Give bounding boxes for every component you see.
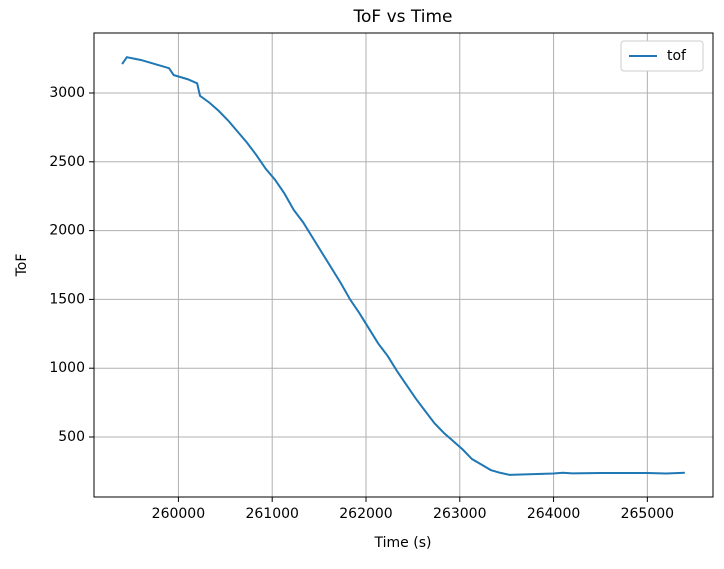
plot-frame bbox=[93, 32, 714, 498]
y-tick-label: 500 bbox=[58, 429, 85, 445]
y-tick-label: 2000 bbox=[49, 223, 85, 239]
y-tick-label: 3000 bbox=[49, 85, 85, 101]
y-tick-label: 2500 bbox=[49, 154, 85, 170]
x-tick-label: 265000 bbox=[621, 506, 674, 522]
y-tick-label: 1000 bbox=[49, 360, 85, 376]
legend-label: tof bbox=[667, 48, 687, 64]
y-axis-label: ToF bbox=[14, 254, 30, 278]
chart-title: ToF vs Time bbox=[352, 7, 452, 27]
x-axis-label: Time (s) bbox=[374, 535, 432, 551]
x-tick-label: 264000 bbox=[527, 506, 580, 522]
x-tick-label: 261000 bbox=[245, 506, 298, 522]
legend-box bbox=[620, 40, 704, 72]
x-tick-label: 263000 bbox=[433, 506, 486, 522]
x-tick-label: 262000 bbox=[339, 506, 392, 522]
data-line bbox=[121, 56, 685, 476]
x-tick-label: 260000 bbox=[152, 506, 205, 522]
y-tick-label: 1500 bbox=[49, 291, 85, 307]
